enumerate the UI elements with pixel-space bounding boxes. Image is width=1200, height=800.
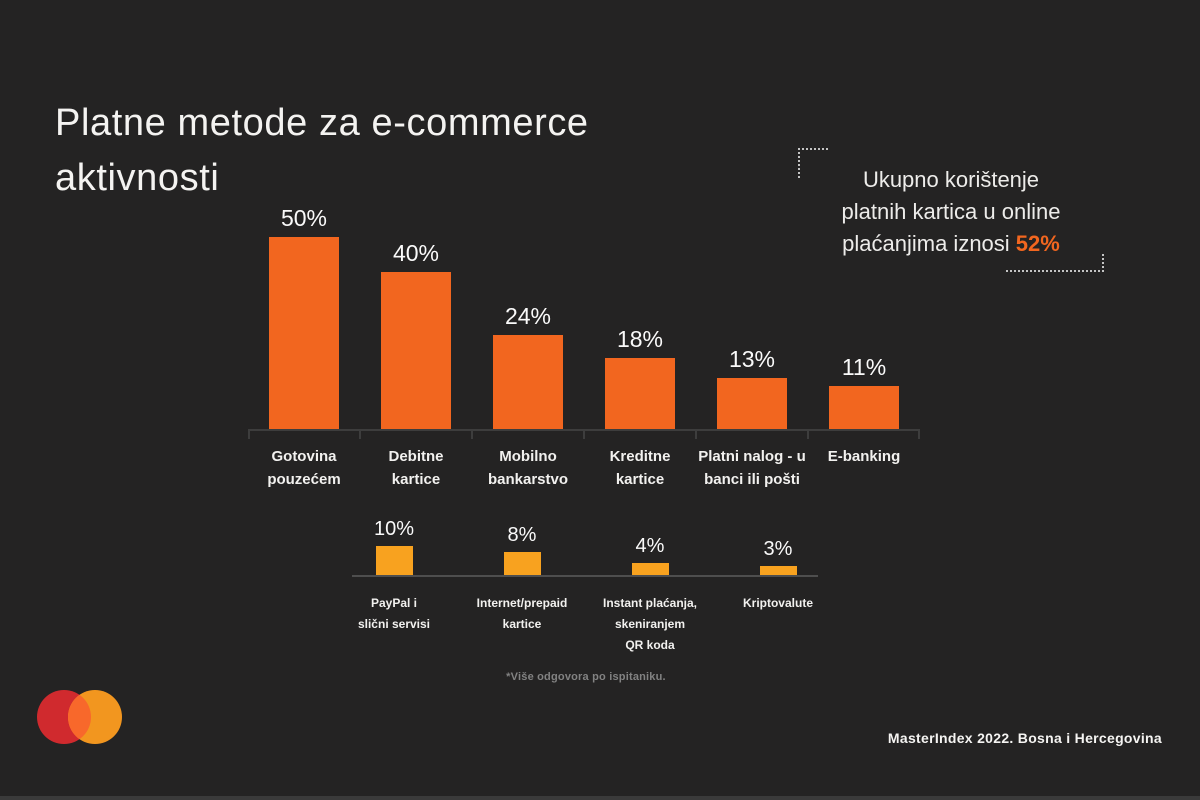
bar-category-label: E-banking	[828, 445, 901, 468]
bar-category-label: Platni nalog - u banci ili pošti	[698, 445, 806, 491]
mastercard-logo	[37, 690, 122, 744]
bar-value-label: 13%	[728, 346, 776, 372]
bar-column: 8% Internet/prepaid kartice	[458, 517, 586, 656]
x-axis	[248, 429, 920, 439]
bar-category-label-line: Debitne	[388, 448, 444, 465]
bar	[493, 335, 563, 429]
bar-category-label-line: Kriptovalute	[742, 596, 813, 610]
bar-category-label-line: Kreditne	[609, 448, 671, 465]
bar-category-label-line: bankarstvo	[487, 471, 569, 488]
main-bar-chart: 50% Gotovina pouzećem 40% Debitne kartice 24% M…	[248, 205, 920, 491]
bar-area: 8%	[503, 517, 541, 575]
bar-column: 18% Kreditne kartice	[584, 205, 696, 491]
axis-tick	[471, 431, 473, 439]
bar-category-label-line: skeniranjem	[614, 617, 686, 631]
bar	[829, 386, 899, 429]
bar-category-label-line: Internet/prepaid	[476, 596, 568, 610]
bar-category-label: PayPal i slični servisi	[358, 593, 430, 635]
page-title: Platne metode za e-commerce aktivnosti	[55, 96, 589, 206]
footnote: *Više odgovora po ispitaniku.	[506, 671, 666, 683]
bar-value-label: 50%	[280, 205, 328, 231]
bar-value-label: 11%	[841, 354, 887, 380]
bar-value-label: 40%	[392, 240, 440, 266]
bar	[759, 566, 797, 575]
bar-category-label-line: Gotovina	[271, 448, 337, 465]
bar-category-label: Debitne kartice	[388, 445, 443, 491]
bar-value-label: 18%	[616, 326, 664, 352]
bar-value-label: 24%	[504, 303, 552, 329]
bar-column: 4% Instant plaćanja, skeniranjem QR koda	[586, 517, 714, 656]
bar-category-label-line: kartice	[391, 471, 441, 488]
axis-tick	[248, 431, 250, 439]
bar-category-label-line: slični servisi	[357, 617, 431, 631]
bar-area: 4%	[631, 517, 669, 575]
bar-category-label-line: Instant plaćanja,	[602, 596, 698, 610]
bar-value-label: 3%	[763, 538, 793, 560]
bar	[375, 546, 413, 575]
bar-area: 50%	[269, 205, 339, 429]
bar-category-label: Kreditne kartice	[610, 445, 671, 491]
bar-category-label-line: Mobilno	[499, 448, 557, 465]
bar	[717, 378, 787, 429]
page-title-line2: aktivnosti	[55, 157, 220, 199]
bar-column: 13% Platni nalog - u banci ili pošti	[696, 205, 808, 491]
callout-line1: Ukupno korištenje	[862, 167, 1040, 192]
bar-category-label-line: PayPal i	[370, 596, 417, 610]
bar-column: 24% Mobilno bankarstvo	[472, 205, 584, 491]
axis-tick	[695, 431, 697, 439]
bar-category-label-line: QR koda	[625, 638, 675, 652]
bar	[503, 552, 541, 575]
bar	[269, 237, 339, 429]
callout-highlight-value: 52%	[1015, 231, 1060, 256]
bar-column: 11% E-banking	[808, 205, 920, 491]
bar-column: 40% Debitne kartice	[360, 205, 472, 491]
bar-value-label: 4%	[635, 535, 665, 557]
source-caption: MasterIndex 2022. Bosna i Hercegovina	[887, 730, 1162, 746]
bar-area: 10%	[374, 517, 414, 575]
bar-area: 3%	[759, 517, 797, 575]
bar-column: 50% Gotovina pouzećem	[248, 205, 360, 491]
bar-column: 3% Kriptovalute	[714, 517, 842, 656]
secondary-bar-chart: 10% PayPal i slični servisi 8% Internet/prep…	[330, 517, 842, 656]
bar-category-label-line: E-banking	[827, 448, 901, 465]
bar-category-label: Mobilno bankarstvo	[488, 445, 568, 491]
bar-category-label: Gotovina pouzećem	[267, 445, 340, 491]
bar-value-label: 8%	[507, 524, 537, 546]
axis-tick	[807, 431, 809, 439]
total-usage-callout: Ukupno korištenje platnih kartica u onlin…	[798, 148, 1104, 272]
bar	[605, 358, 675, 429]
bottom-strip	[0, 796, 1200, 800]
axis-tick	[918, 431, 920, 439]
callout-line3: plaćanjima iznosi	[842, 231, 1016, 256]
bar-column: 10% PayPal i slični servisi	[330, 517, 458, 656]
bar-category-label-line: kartice	[502, 617, 542, 631]
bar-category-label-line: kartice	[615, 471, 665, 488]
bar	[631, 563, 669, 575]
axis-tick	[583, 431, 585, 439]
bar-value-label: 10%	[373, 518, 415, 540]
bar	[381, 272, 451, 429]
page-title-line1: Platne metode za e-commerce	[55, 102, 589, 144]
logo-overlap-lens	[68, 690, 91, 744]
callout-text: Ukupno korištenje platnih kartica u onlin…	[798, 148, 1104, 260]
bar-category-label-line: pouzećem	[267, 471, 341, 488]
bar-area: 11%	[829, 205, 899, 429]
callout-line2: platnih kartica u online	[841, 199, 1061, 224]
bar-area: 40%	[381, 205, 451, 429]
bar-category-label: Instant plaćanja, skeniranjem QR koda	[603, 593, 697, 656]
x-axis-secondary	[352, 575, 818, 577]
bar-area: 18%	[605, 205, 675, 429]
bar-category-label: Kriptovalute	[743, 593, 813, 614]
axis-tick	[359, 431, 361, 439]
bar-area: 24%	[493, 205, 563, 429]
bar-category-label-line: banci ili pošti	[704, 471, 800, 488]
bar-area: 13%	[717, 205, 787, 429]
bar-category-label: Internet/prepaid kartice	[477, 593, 568, 635]
bar-category-label-line: Platni nalog - u	[698, 448, 806, 465]
